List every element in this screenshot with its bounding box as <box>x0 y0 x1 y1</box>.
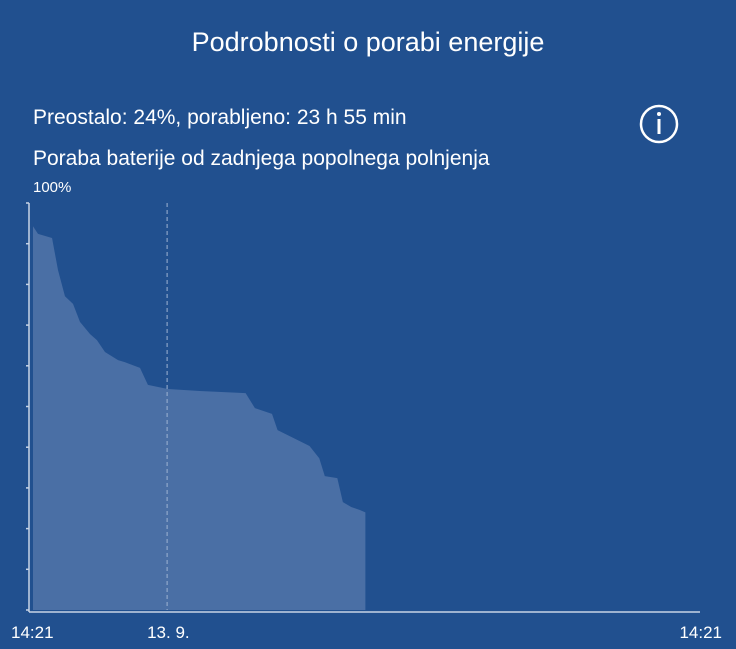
chart-title: Poraba baterije od zadnjega popolnega po… <box>33 147 490 170</box>
plot: 100% 14:21 13. 9. 14:21 <box>11 179 722 642</box>
battery-area <box>33 226 366 610</box>
summary: Preostalo: 24%, porabljeno: 23 h 55 min <box>33 106 407 129</box>
y-tick-label: 100% <box>33 179 71 196</box>
info-stem <box>657 119 661 134</box>
page-title: Podrobnosti o porabi energije <box>192 27 545 57</box>
info-dot <box>657 112 661 116</box>
x-tick-label: 14:21 <box>679 623 722 642</box>
x-tick-label: 14:21 <box>11 623 54 642</box>
info-button[interactable] <box>639 104 679 144</box>
x-tick-label: 13. 9. <box>147 623 190 642</box>
info-icon[interactable] <box>639 104 679 144</box>
